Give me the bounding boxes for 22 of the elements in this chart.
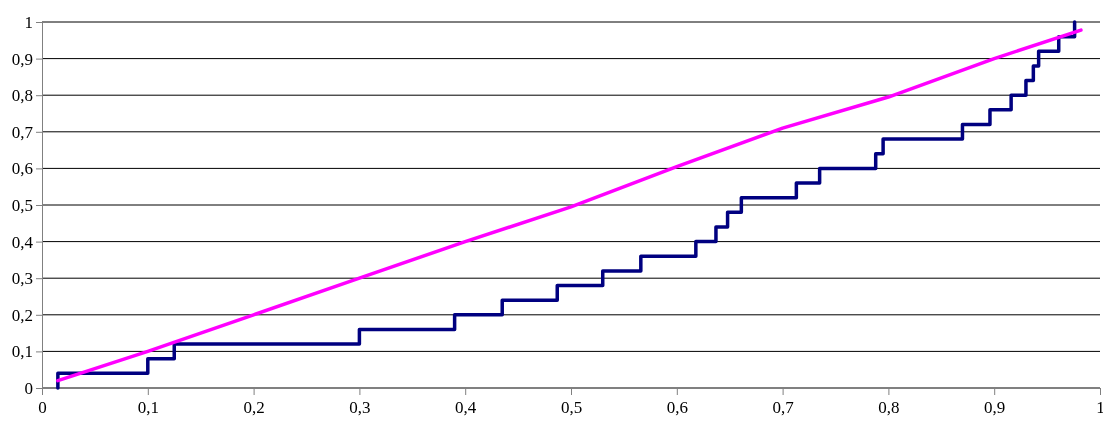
y-tick-label: 0,6 <box>11 159 33 179</box>
x-tick-label: 0,6 <box>666 398 688 418</box>
y-tick-label: 0,2 <box>11 305 33 325</box>
y-tick-label: 0,1 <box>11 342 33 362</box>
y-tick-label: 0,5 <box>11 195 33 215</box>
y-tick-label: 0,3 <box>11 269 33 289</box>
x-tick-label: 0,1 <box>137 398 159 418</box>
x-tick-label: 0,7 <box>772 398 795 418</box>
y-tick-label: 0,9 <box>11 49 33 69</box>
y-tick-label: 0,7 <box>11 122 34 142</box>
y-tick-label: 0 <box>24 378 33 398</box>
y-tick-label: 0,8 <box>11 86 33 106</box>
x-tick-label: 1 <box>1096 398 1103 418</box>
x-tick-label: 0,5 <box>560 398 583 418</box>
x-tick-label: 0,8 <box>878 398 900 418</box>
x-tick-label: 0 <box>38 398 47 418</box>
x-tick-label: 0,3 <box>349 398 371 418</box>
x-tick-label: 0,9 <box>984 398 1006 418</box>
x-tick-label: 0,2 <box>243 398 265 418</box>
y-tick-label: 0,4 <box>11 232 34 252</box>
x-tick-label: 0,4 <box>455 398 477 418</box>
y-tick-label: 1 <box>24 12 33 32</box>
